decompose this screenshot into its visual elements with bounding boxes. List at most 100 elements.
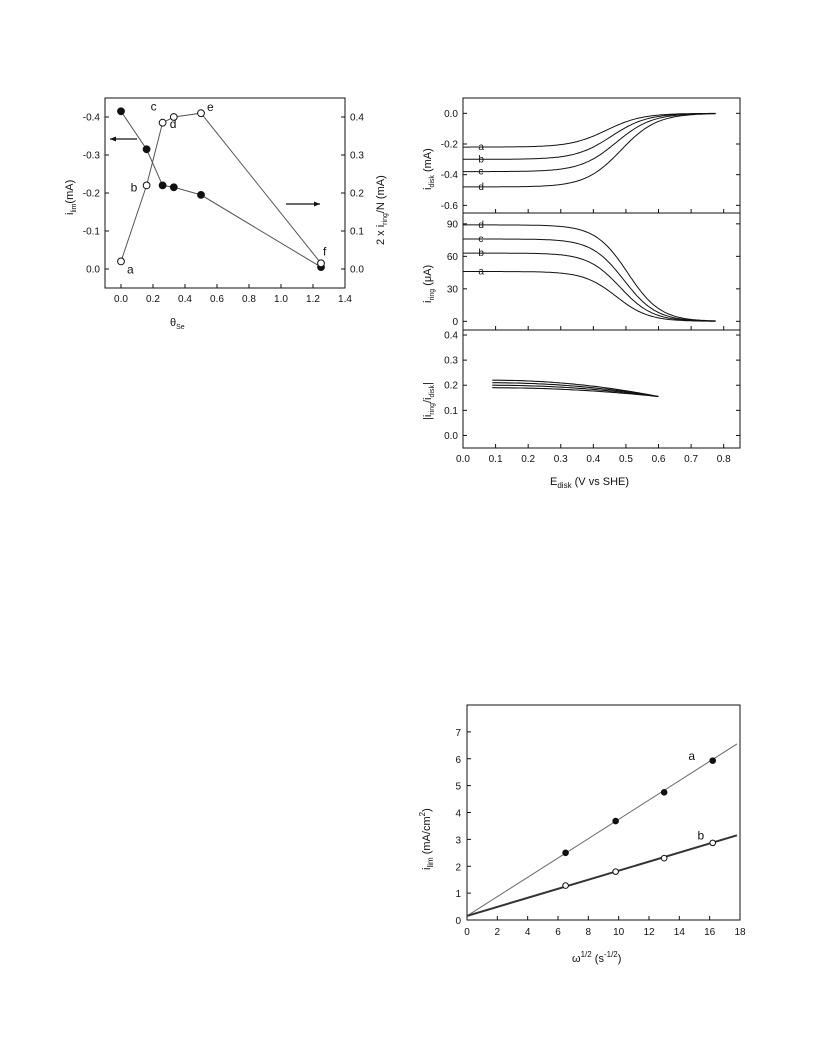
chart1-y-ticks-right: 0.4 0.3 0.2 0.1 0.0 [341,113,364,276]
data-point-open [317,259,325,268]
curve-c [463,113,716,173]
series-label: a [688,749,695,763]
fit-line-a [466,743,738,917]
chart1-left-arrowhead [110,136,116,142]
y-tick-label: 4 [455,809,461,820]
y-tick-label: -0.4 [441,170,459,181]
x-tick-label: 4 [525,927,531,938]
y-tick-label: 0.4 [444,331,458,342]
curve-b [463,113,716,160]
point-label: b [131,180,138,194]
chart1-y-ticks-left: -0.4 -0.3 -0.2 -0.1 0.0 [83,113,109,276]
y-tick-label-left: 0.0 [86,265,100,276]
x-tick-label: 0.8 [717,454,731,465]
chart1-series: a b cd e f [117,100,327,276]
data-point-filled [142,145,151,154]
chart2: 0.0 0.1 0.2 0.3 0.4 0.5 0.6 0.7 0.8 0.0 -0.2 -0.4 -… [422,97,741,490]
curve-label: c [478,167,483,178]
data-point-a [562,849,569,857]
x-tick-label: 1.0 [274,294,288,305]
y-tick-label-left: -0.3 [83,151,101,162]
data-point-filled [169,183,178,192]
ratio-curve-b [492,382,659,398]
y-tick-label-right: 0.0 [350,265,364,276]
curve-label: c [478,234,483,245]
chart1-y-label-right: 2 x iring/N (mA) [375,175,389,245]
curve-label: d [478,220,484,231]
chart3-x-label: ω1/2 (s-1/2) [572,950,621,965]
chart3-series: ab [466,743,738,917]
data-point-filled [158,181,167,190]
data-point-open [169,113,178,121]
curve-b [463,252,716,322]
data-point-b [562,882,569,889]
y-tick-label: -0.6 [441,201,459,212]
chart3-y-label: ilim (mA/cm2) [418,808,435,870]
x-tick-label: 0.5 [619,454,633,465]
data-point-a [660,789,668,796]
y-tick-label-right: 0.3 [350,151,364,162]
chart2-y-label-ring: iring (μA) [422,265,436,303]
y-tick-label: 0.0 [444,109,458,120]
curve-label: b [478,248,484,259]
x-tick-label: 0 [464,927,470,938]
point-label: e [207,100,214,114]
x-tick-label: 0.6 [210,294,224,305]
chart3-frame [466,704,741,921]
point-label: a [127,262,134,276]
chart2-frame [462,97,741,449]
data-point-open [142,181,151,190]
chart3-y-ticks: 0 1 2 3 4 5 6 7 [455,728,471,927]
x-tick-label: 18 [734,927,746,938]
x-tick-label: 0.4 [586,454,600,465]
chart2-x-label: Edisk (V vs SHE) [550,476,629,490]
x-tick-label: 0.8 [242,294,256,305]
x-tick-label: 0.3 [554,454,568,465]
data-point-open [158,118,167,127]
x-tick-label: 12 [643,927,655,938]
curve-d [463,224,716,322]
x-tick-label: 14 [674,927,686,938]
x-tick-label: 8 [586,927,592,938]
y-tick-label: 2 [455,862,461,873]
curve-label: d [478,182,484,193]
x-tick-label: 0.4 [178,294,192,305]
y-tick-label: 0.3 [444,356,458,367]
curve-a [463,112,716,148]
chart1-x-label: θSe [170,317,185,331]
y-tick-label: 6 [455,755,461,766]
point-label: f [323,244,327,258]
curve-a [463,271,716,322]
data-point-a [709,757,717,764]
point-label: c [151,100,157,114]
data-point-b [612,868,619,875]
y-tick-label: 3 [455,835,461,846]
y-tick-label: 5 [455,782,461,793]
curve-c [463,238,716,322]
series-line-filled [120,111,322,268]
chart3-x-ticks: 0 2 4 6 8 10 12 14 16 18 [464,916,746,938]
y-tick-label: 0 [455,916,461,927]
chart2-panel-ratio: 0.4 0.3 0.2 0.1 0.0 [444,331,740,442]
data-point-a [612,817,619,825]
y-tick-label: 90 [447,219,459,230]
series-line-open [120,112,322,264]
y-tick-label: 0.0 [444,431,458,442]
y-tick-label-left: -0.1 [83,227,101,238]
ratio-curve-c [492,384,659,398]
chart2-y-label-ratio: |iring/idisk| [422,382,436,420]
y-tick-label-left: -0.2 [83,189,101,200]
y-tick-label: 30 [447,284,459,295]
curve-label: b [478,154,484,165]
data-point-b [709,839,717,847]
x-tick-label: 0.1 [489,454,503,465]
y-tick-label: 0 [452,317,458,328]
x-tick-label: 0.0 [456,454,470,465]
x-tick-label: 0.6 [652,454,666,465]
data-point-filled [197,191,205,199]
chart1-right-arrowhead [314,201,320,207]
x-tick-label: 6 [555,927,561,938]
